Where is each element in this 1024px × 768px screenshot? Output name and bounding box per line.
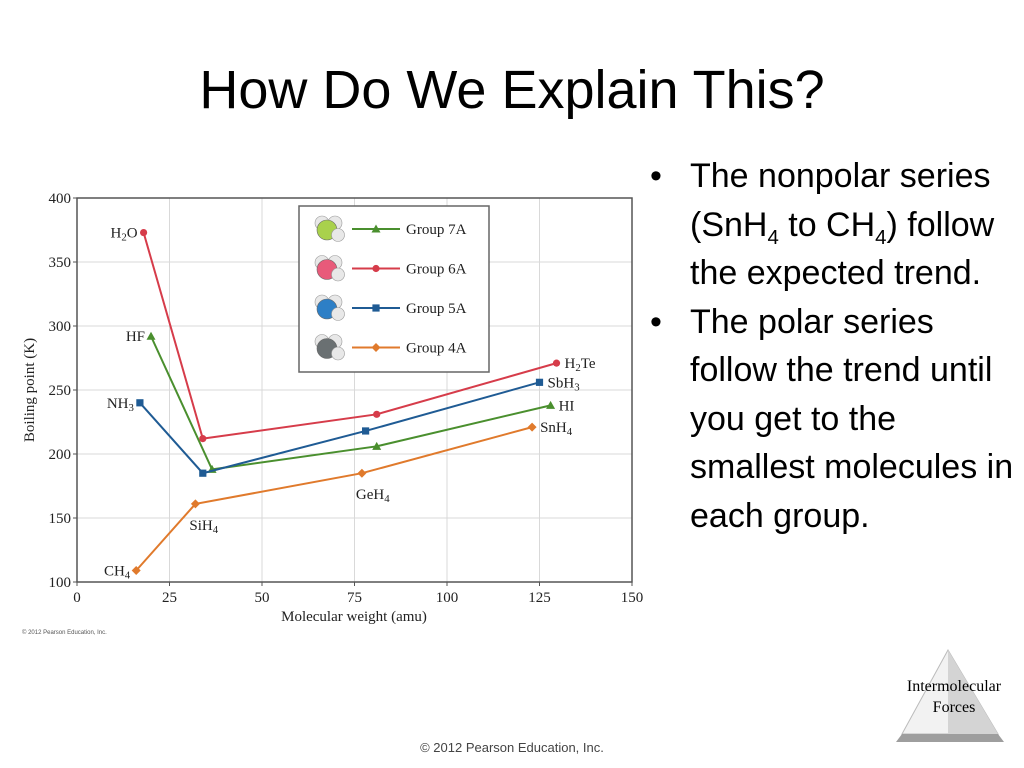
corner-label: Intermolecular Forces xyxy=(888,676,1020,718)
series-group-4a: CH4 SiH4 GeH4 SnH4 xyxy=(104,420,573,582)
series-line xyxy=(142,232,557,440)
legend-marker xyxy=(372,304,380,312)
bullet-marker: • xyxy=(650,157,662,195)
legend-label: Group 5A xyxy=(406,301,467,317)
data-label: GeH4 xyxy=(356,487,390,505)
series-group-7a: HF HI xyxy=(126,329,575,473)
legend-label: Group 6A xyxy=(406,262,467,278)
data-point xyxy=(357,468,367,478)
series-line xyxy=(135,426,533,572)
atom xyxy=(331,267,345,282)
data-label: SbH3 xyxy=(548,375,580,393)
bullet-text: The nonpolar series (SnH xyxy=(690,157,991,244)
legend-label: Group 4A xyxy=(406,341,467,357)
bullet-item: • The nonpolar series (SnH4 to CH4) follo… xyxy=(650,152,1022,298)
data-point xyxy=(140,228,148,237)
data-label: CH4 xyxy=(104,563,131,581)
bullet-text: ) follow the expected trend. xyxy=(690,205,995,293)
slide-title: How Do We Explain This? xyxy=(199,60,825,120)
footer-copyright: © 2012 Pearson Education, Inc. xyxy=(420,740,604,755)
x-axis-title: Molecular weight (amu) xyxy=(281,609,427,625)
y-tick-label: 250 xyxy=(49,383,72,399)
y-tick-label: 300 xyxy=(49,319,72,335)
bullet-marker: • xyxy=(650,302,662,341)
bullet-text: to CH xyxy=(778,205,876,244)
y-tick-label: 400 xyxy=(49,191,72,207)
x-tick-label: 50 xyxy=(255,590,270,606)
data-point xyxy=(199,435,207,443)
data-point xyxy=(527,422,537,432)
chart-axes: 0 25 50 75 100 125 150 100 150 200 250 300 350 400 xyxy=(49,191,644,606)
data-label: NH3 xyxy=(107,396,134,414)
chart-legend: Group 7A Group 6A Group 5A Group 4A xyxy=(298,205,490,373)
molecule-icon xyxy=(314,215,345,242)
subscript: 4 xyxy=(875,226,887,249)
bullet-list: • The nonpolar series (SnH4 to CH4) follo… xyxy=(650,152,1022,540)
data-point xyxy=(552,359,561,367)
data-label: SnH4 xyxy=(540,420,573,438)
data-point xyxy=(546,400,556,409)
y-tick-label: 200 xyxy=(49,447,72,463)
x-tick-label: 125 xyxy=(528,590,551,606)
legend-marker xyxy=(371,224,381,233)
data-point xyxy=(199,469,207,477)
series-group-5a: NH3 SbH3 xyxy=(107,375,580,477)
data-point xyxy=(146,331,156,340)
series-group-6a: H2O H2Te xyxy=(111,226,596,443)
bullet-text: The polar series follow the trend until … xyxy=(690,302,1014,535)
y-tick-label: 350 xyxy=(49,255,72,271)
data-label: SiH4 xyxy=(189,518,218,536)
data-point xyxy=(373,410,381,418)
x-tick-label: 100 xyxy=(436,590,459,606)
data-point xyxy=(372,441,382,450)
molecule-icon xyxy=(314,334,345,361)
chart-series: HF HI H2O H2Te NH3 SbH3 CH4 SiH4 GeH4 SnH4 xyxy=(104,226,596,582)
data-point xyxy=(136,399,144,407)
legend-label: Group 7A xyxy=(406,222,467,238)
legend-marker xyxy=(371,343,381,352)
legend-marker xyxy=(372,264,380,273)
subscript: 4 xyxy=(767,226,779,249)
corner-label-line-2: Forces xyxy=(932,699,976,716)
data-label: HI xyxy=(559,398,575,414)
x-tick-label: 150 xyxy=(621,590,644,606)
y-axis-title: Boiling point (K) xyxy=(22,338,38,442)
data-point xyxy=(131,565,141,575)
y-tick-label: 100 xyxy=(49,575,72,591)
atom xyxy=(331,228,345,242)
atom xyxy=(331,307,345,321)
atom xyxy=(331,346,345,361)
series-line xyxy=(150,335,551,471)
data-point xyxy=(535,378,544,386)
data-point xyxy=(362,427,370,435)
x-tick-label: 0 xyxy=(73,590,81,606)
x-tick-label: 75 xyxy=(347,590,362,606)
data-label: H2Te xyxy=(565,356,596,374)
molecule-icon xyxy=(314,255,345,282)
pyramid-icon xyxy=(896,648,1004,742)
molecule-icon xyxy=(314,294,345,321)
chart-copyright: © 2012 Pearson Education, Inc. xyxy=(22,630,107,636)
corner-label-line-1: Intermolecular xyxy=(906,678,1002,695)
bullet-item: • The polar series follow the trend until… xyxy=(650,298,1022,541)
data-label: HF xyxy=(126,329,145,345)
data-label: H2O xyxy=(111,226,138,244)
data-point xyxy=(190,499,200,509)
series-line xyxy=(139,381,540,475)
x-tick-label: 25 xyxy=(162,590,177,606)
y-tick-label: 150 xyxy=(49,511,72,527)
